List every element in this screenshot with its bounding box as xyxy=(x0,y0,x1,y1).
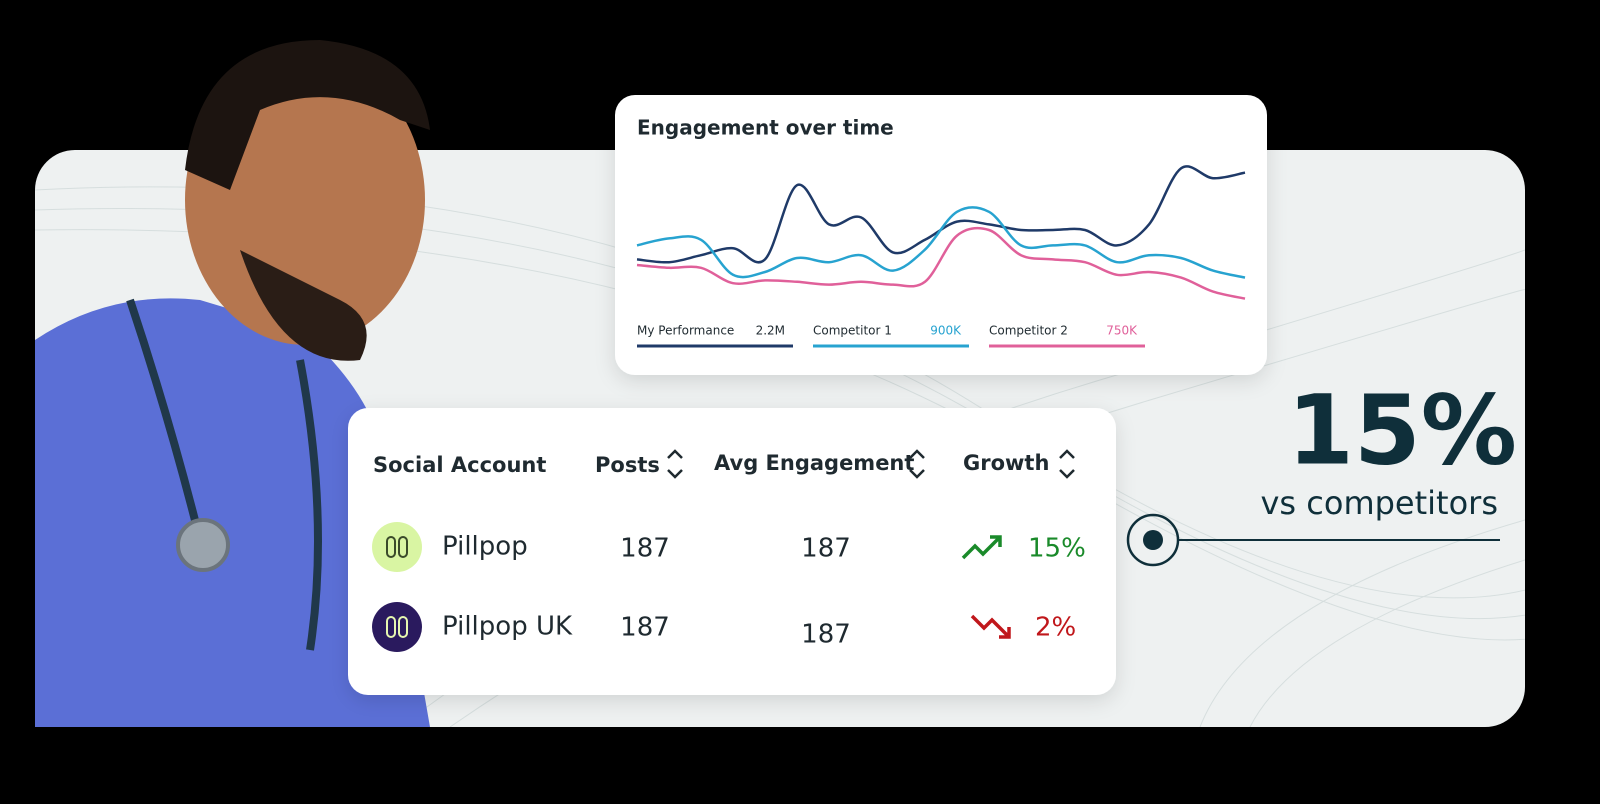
account-icon xyxy=(372,522,422,572)
engagement-cell: 187 xyxy=(801,534,851,564)
line-chart: My Performance 2.2M Competitor 1 900K Compet… xyxy=(636,165,1246,348)
target-dot xyxy=(1143,530,1163,550)
person-illustration xyxy=(35,40,430,727)
posts-cell: 187 xyxy=(620,534,670,564)
series-line xyxy=(636,165,1246,264)
highlight-caption: vs competitors xyxy=(1260,484,1498,522)
pill-icon xyxy=(386,616,408,638)
column-header[interactable]: Growth xyxy=(963,451,1049,475)
trend-up-icon xyxy=(961,535,1002,560)
column-header[interactable]: Avg Engagement xyxy=(714,451,914,475)
series-line xyxy=(636,226,1246,300)
pill-icon xyxy=(386,536,408,558)
column-header[interactable]: Social Account xyxy=(373,453,546,477)
legend-total: 2.2M xyxy=(756,324,785,338)
legend-total: 900K xyxy=(930,324,962,338)
account-icon xyxy=(372,602,422,652)
legend-name: Competitor 2 xyxy=(989,324,1068,338)
account-name: Pillpop UK xyxy=(442,612,573,642)
account-name: Pillpop xyxy=(442,532,528,562)
trend-down-icon xyxy=(970,614,1011,639)
posts-cell: 187 xyxy=(620,613,670,643)
legend-total: 750K xyxy=(1106,324,1138,338)
growth-cell: 15% xyxy=(1028,534,1086,564)
growth-cell: 2% xyxy=(1035,613,1076,643)
legend-name: My Performance xyxy=(637,324,734,338)
sort-icons[interactable] xyxy=(667,449,1075,479)
engagement-cell: 187 xyxy=(801,620,851,650)
column-header[interactable]: Posts xyxy=(595,453,660,477)
series-line xyxy=(636,206,1246,279)
table-card xyxy=(348,408,1116,695)
highlight-value: 15% xyxy=(1287,374,1517,486)
chart-card xyxy=(615,95,1267,375)
chart-title: Engagement over time xyxy=(637,116,894,140)
legend-name: Competitor 1 xyxy=(813,324,892,338)
